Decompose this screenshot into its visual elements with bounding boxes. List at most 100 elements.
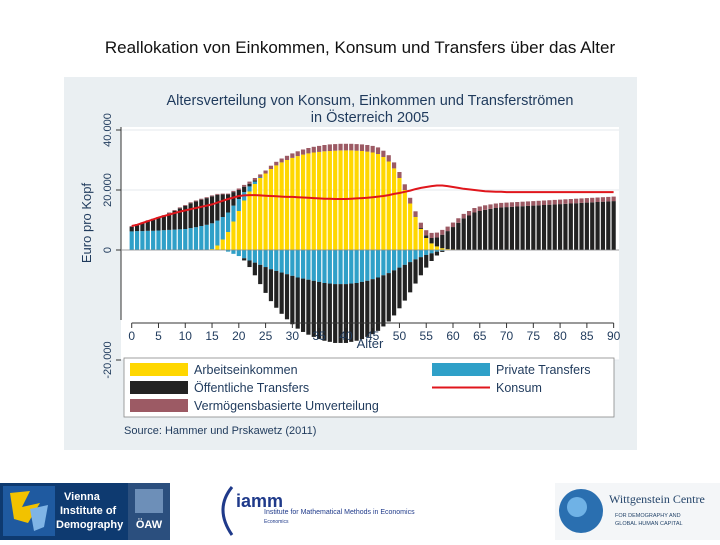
bar-segment bbox=[258, 177, 262, 178]
bar-segment bbox=[151, 220, 155, 231]
bar-segment bbox=[263, 171, 267, 174]
bar-segment bbox=[237, 211, 241, 250]
bar-segment bbox=[242, 258, 246, 260]
iamm-logo-subtext: Economics bbox=[264, 519, 289, 525]
bar-segment bbox=[328, 284, 332, 342]
bar-segment bbox=[130, 227, 134, 232]
bar-segment bbox=[424, 250, 428, 255]
bar-segment bbox=[558, 200, 562, 205]
oeaw-logo[interactable]: ÖAW bbox=[128, 483, 170, 540]
bar-segment bbox=[547, 200, 551, 205]
bar-segment bbox=[274, 271, 278, 308]
bar-segment bbox=[258, 178, 262, 250]
chart-svg: Altersverteilung von Konsum, Einkommen u… bbox=[64, 77, 637, 450]
bar-segment bbox=[296, 156, 300, 250]
bar-segment bbox=[183, 229, 187, 250]
bar-segment bbox=[381, 157, 385, 250]
legend-label: Vermögensbasierte Umverteilung bbox=[194, 399, 379, 413]
bar-segment bbox=[263, 250, 267, 267]
bar-segment bbox=[429, 253, 433, 261]
bar-segment bbox=[569, 204, 573, 251]
x-tick-label: 75 bbox=[527, 329, 541, 343]
y-tick-label: -20.000 bbox=[102, 341, 114, 378]
bar-segment bbox=[194, 227, 198, 250]
bar-segment bbox=[151, 231, 155, 250]
bar-segment bbox=[397, 250, 401, 268]
bar-segment bbox=[387, 155, 391, 161]
bar-segment bbox=[381, 250, 385, 275]
bar-segment bbox=[333, 151, 337, 250]
bar-segment bbox=[322, 250, 326, 283]
bar-segment bbox=[526, 206, 530, 250]
bar-segment bbox=[296, 151, 300, 156]
bar-segment bbox=[355, 250, 359, 283]
bar-segment bbox=[269, 250, 273, 269]
wittgenstein-centre-logo[interactable]: Wittgenstein Centre FOR DEMOGRAPHY AND G… bbox=[555, 483, 720, 540]
bar-segment bbox=[221, 194, 225, 195]
x-tick-label: 60 bbox=[446, 329, 460, 343]
bar-segment bbox=[189, 228, 193, 250]
bar-segment bbox=[333, 250, 337, 284]
x-tick-label: 5 bbox=[155, 329, 162, 343]
bar-segment bbox=[205, 225, 209, 250]
bar-segment bbox=[574, 199, 578, 204]
bar-segment bbox=[467, 211, 471, 216]
bar-segment bbox=[563, 199, 567, 204]
bar-segment bbox=[135, 231, 139, 250]
bar-segment bbox=[215, 221, 219, 246]
bar-segment bbox=[210, 223, 214, 249]
bar-segment bbox=[424, 238, 428, 250]
iamm-logo-text: Institute for Mathematical Methods in Ec… bbox=[264, 509, 415, 516]
bar-segment bbox=[178, 207, 182, 208]
bar-segment bbox=[397, 178, 401, 250]
bar-segment bbox=[156, 231, 160, 251]
bar-segment bbox=[499, 203, 503, 208]
iamm-logo[interactable]: iamm Institute for Mathematical Methods … bbox=[212, 483, 472, 540]
bar-segment bbox=[274, 250, 278, 271]
bar-segment bbox=[612, 201, 616, 250]
bar-segment bbox=[237, 189, 241, 191]
bar-segment bbox=[504, 203, 508, 208]
x-tick-label: 50 bbox=[393, 329, 407, 343]
bar-segment bbox=[456, 223, 460, 250]
bar-segment bbox=[510, 207, 514, 250]
vid-logo-line-2: Institute of bbox=[60, 505, 117, 517]
x-tick-label: 85 bbox=[580, 329, 594, 343]
bar-segment bbox=[312, 153, 316, 251]
legend-label: Öffentliche Transfers bbox=[194, 381, 309, 395]
bar-segment bbox=[226, 232, 230, 250]
bar-segment bbox=[242, 185, 246, 187]
bar-segment bbox=[606, 197, 610, 202]
bar-segment bbox=[221, 195, 225, 218]
bar-segment bbox=[515, 202, 519, 207]
bar-segment bbox=[435, 246, 439, 250]
chart-title-line-1: Altersverteilung von Konsum, Einkommen u… bbox=[167, 93, 574, 109]
x-tick-label: 10 bbox=[179, 329, 193, 343]
bar-segment bbox=[371, 146, 375, 153]
bar-segment bbox=[301, 250, 305, 279]
bar-segment bbox=[322, 151, 326, 250]
bar-segment bbox=[488, 204, 492, 209]
bar-segment bbox=[258, 174, 262, 177]
bar-segment bbox=[451, 223, 455, 228]
vienna-institute-logo[interactable]: Vienna Institute of Demography bbox=[0, 483, 128, 540]
bar-segment bbox=[178, 229, 182, 250]
bar-segment bbox=[579, 198, 583, 203]
oeaw-emblem-icon bbox=[135, 489, 163, 513]
bar-segment bbox=[413, 259, 417, 283]
bar-segment bbox=[285, 156, 289, 160]
bar-segment bbox=[355, 283, 359, 341]
bar-segment bbox=[440, 251, 444, 252]
bar-segment bbox=[440, 235, 444, 249]
legend-swatch bbox=[130, 399, 188, 412]
bar-segment bbox=[280, 159, 284, 163]
bar-segment bbox=[189, 202, 193, 203]
bar-segment bbox=[199, 226, 203, 250]
bar-segment bbox=[210, 195, 214, 196]
bar-segment bbox=[285, 274, 289, 319]
bar-segment bbox=[387, 273, 391, 321]
bar-segment bbox=[585, 198, 589, 203]
bar-segment bbox=[194, 201, 198, 202]
bar-segment bbox=[392, 168, 396, 250]
bar-segment bbox=[381, 275, 385, 326]
